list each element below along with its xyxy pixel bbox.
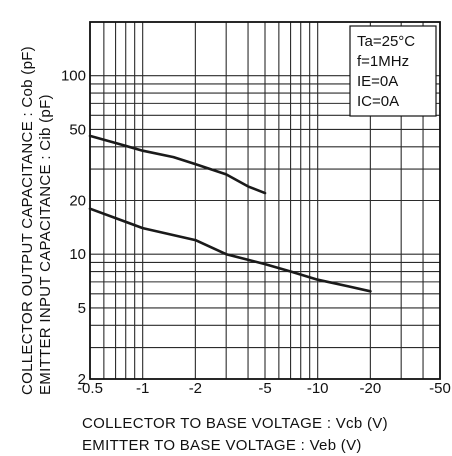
y-tick-label: 5	[78, 300, 86, 317]
x-tick-label: -5	[258, 380, 271, 397]
y-tick-labels: 2 5 10 20 50 100	[61, 68, 86, 388]
x-tick-label: -10	[307, 380, 329, 397]
x-tick-labels: -0.5 -1 -2 -5 -10 -20 -50	[77, 380, 451, 397]
condition-temperature: Ta=25°C	[357, 33, 415, 50]
x-axis-label-1: COLLECTOR TO BASE VOLTAGE : Vcb (V)	[82, 415, 388, 432]
conditions-box	[349, 25, 437, 117]
y-axis-label-1: COLLECTOR OUTPUT CAPACITANCE : Cob (pF)	[19, 46, 36, 395]
x-tick-label: -50	[429, 380, 451, 397]
plot-frame	[89, 21, 441, 380]
x-tick-label: -0.5	[77, 380, 103, 397]
x-tick-label: -1	[136, 380, 149, 397]
x-tick-label: -2	[189, 380, 202, 397]
y-tick-label: 10	[69, 246, 86, 263]
x-tick-label: -20	[360, 380, 382, 397]
condition-frequency: f=1MHz	[357, 53, 409, 70]
y-tick-label: 50	[69, 121, 86, 138]
y-axis-label-2: EMITTER INPUT CAPACITANCE : Cib (pF)	[37, 94, 54, 395]
condition-collector-current: IC=0A	[357, 93, 399, 110]
series-curves	[88, 134, 372, 293]
y-tick-label: 2	[78, 371, 86, 388]
series-line-1	[88, 134, 267, 195]
x-axis-label-2: EMITTER TO BASE VOLTAGE : Veb (V)	[82, 437, 362, 454]
y-tick-label: 100	[61, 68, 86, 85]
y-tick-label: 20	[69, 193, 86, 210]
condition-emitter-current: IE=0A	[357, 73, 398, 90]
series-line-2	[88, 207, 372, 293]
